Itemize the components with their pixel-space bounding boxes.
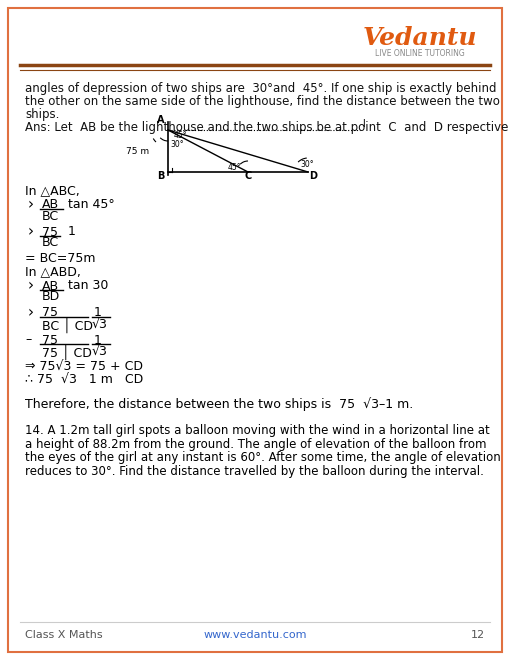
- Text: ∴ 75  √3   1 m   CD: ∴ 75 √3 1 m CD: [25, 373, 143, 386]
- Text: ⇒ 75√3 = 75 + CD: ⇒ 75√3 = 75 + CD: [25, 360, 143, 372]
- Text: 75: 75: [42, 333, 58, 346]
- Text: BC: BC: [42, 236, 59, 249]
- FancyBboxPatch shape: [8, 8, 501, 652]
- Text: ›: ›: [28, 197, 34, 212]
- Text: ships.: ships.: [25, 108, 59, 121]
- Text: Class X Maths: Class X Maths: [25, 630, 102, 640]
- Text: In △ABD,: In △ABD,: [25, 265, 81, 278]
- Polygon shape: [288, 70, 414, 380]
- Text: reduces to 30°. Find the distance travelled by the balloon during the interval.: reduces to 30°. Find the distance travel…: [25, 465, 483, 478]
- Text: 75 │ CD: 75 │ CD: [42, 345, 92, 360]
- Text: the eyes of the girl at any instant is 60°. After some time, the angle of elevat: the eyes of the girl at any instant is 6…: [25, 451, 500, 464]
- Text: 12: 12: [470, 630, 484, 640]
- Text: = BC=75m: = BC=75m: [25, 251, 95, 265]
- Text: 1: 1: [68, 225, 76, 238]
- Text: tan 30: tan 30: [68, 279, 108, 292]
- Text: 75 m: 75 m: [126, 147, 149, 156]
- Text: a height of 88.2m from the ground. The angle of elevation of the balloon from: a height of 88.2m from the ground. The a…: [25, 438, 486, 451]
- Text: B: B: [157, 171, 164, 181]
- Text: BC │ CD: BC │ CD: [42, 317, 93, 333]
- Text: l: l: [361, 119, 364, 129]
- Text: Vedantu: Vedantu: [362, 26, 476, 50]
- Text: Therefore, the distance between the two ships is  75  √3–1 m.: Therefore, the distance between the two …: [25, 397, 412, 411]
- Text: 1: 1: [94, 306, 102, 319]
- Text: D: D: [308, 171, 317, 181]
- Text: 30°: 30°: [169, 140, 183, 149]
- Text: √3: √3: [92, 317, 108, 331]
- Text: √3: √3: [92, 345, 108, 358]
- Text: angles of depression of two ships are  30°and  45°. If one ship is exactly behin: angles of depression of two ships are 30…: [25, 82, 496, 95]
- Text: 75: 75: [42, 226, 58, 238]
- Text: 14. A 1.2m tall girl spots a balloon moving with the wind in a horizontal line a: 14. A 1.2m tall girl spots a balloon mov…: [25, 424, 489, 438]
- Text: In △ABC,: In △ABC,: [25, 184, 79, 197]
- Text: BC: BC: [42, 209, 59, 222]
- Text: 45°: 45°: [228, 163, 241, 172]
- Text: BD: BD: [42, 290, 60, 304]
- Text: AB: AB: [42, 199, 59, 211]
- Text: 1: 1: [94, 333, 102, 346]
- Polygon shape: [175, 70, 288, 270]
- Text: ›: ›: [28, 224, 34, 239]
- Text: the other on the same side of the lighthouse, find the distance between the two: the other on the same side of the lighth…: [25, 95, 499, 108]
- Text: A: A: [157, 115, 164, 125]
- Text: tan 45°: tan 45°: [68, 198, 115, 211]
- Text: –: –: [25, 333, 31, 346]
- Text: ›: ›: [28, 305, 34, 320]
- Text: 30°: 30°: [299, 160, 313, 169]
- Text: 75: 75: [42, 306, 58, 319]
- Text: Ans: Let  AB be the lighthouse and the two ships be at point  C  and  D respecti: Ans: Let AB be the lighthouse and the tw…: [25, 121, 509, 134]
- Text: ›: ›: [28, 278, 34, 293]
- Text: AB: AB: [42, 279, 59, 292]
- Text: 45°: 45°: [174, 131, 187, 140]
- Text: C: C: [244, 171, 251, 181]
- Text: LIVE ONLINE TUTORING: LIVE ONLINE TUTORING: [375, 48, 464, 57]
- Text: www.vedantu.com: www.vedantu.com: [203, 630, 306, 640]
